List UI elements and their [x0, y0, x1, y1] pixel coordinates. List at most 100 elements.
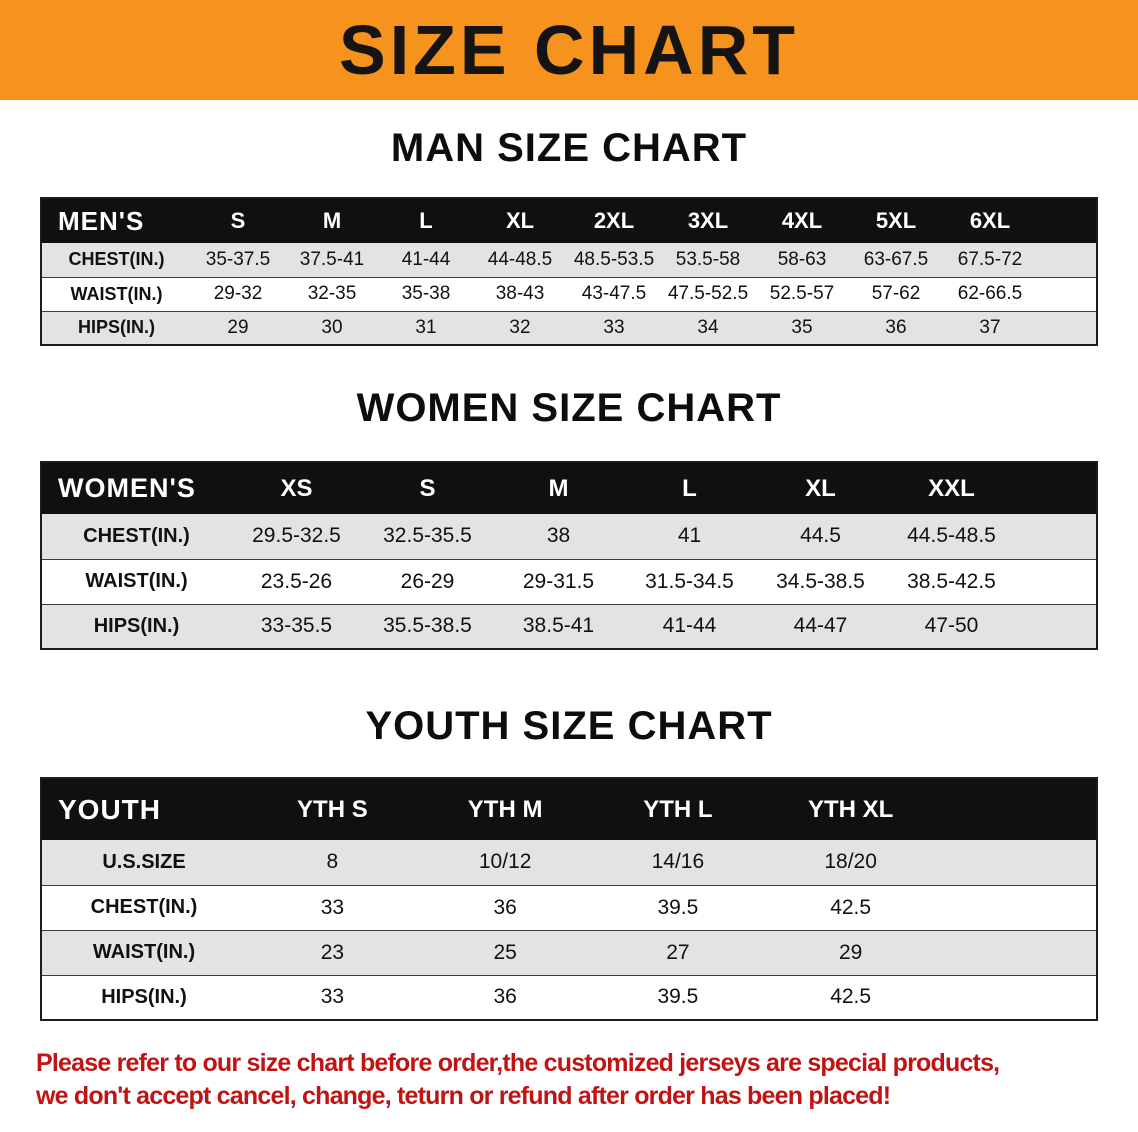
men-size-table: MEN'S S M L XL 2XL 3XL 4XL 5XL 6XL CHEST(IN.) 35-37…	[40, 197, 1098, 346]
column-header: 3XL	[661, 198, 755, 243]
size-value-cell: 14/16	[651, 850, 705, 874]
size-value-cell: 23.5-26	[260, 569, 333, 593]
table-row: WAIST(IN.) 29-32 32-35 35-38 38-43 43-47.5 47.…	[41, 277, 1097, 311]
size-value-cell: 58-63	[777, 248, 827, 270]
column-header: M	[285, 198, 379, 243]
size-value-cell: 32.5-35.5	[383, 524, 472, 548]
row-label: U.S.SIZE	[102, 850, 186, 873]
size-value-cell: 44.5-48.5	[907, 524, 996, 548]
size-value-cell: 44.5	[800, 524, 841, 548]
size-value-cell: 63-67.5	[863, 248, 929, 270]
size-value-cell: 18/20	[824, 850, 877, 874]
size-chart-banner: SIZE CHART	[0, 0, 1138, 100]
size-value-cell: 32	[509, 316, 531, 338]
row-spacer	[937, 885, 1097, 930]
row-label: CHEST(IN.)	[68, 249, 165, 270]
size-value-cell: 27	[666, 940, 690, 964]
table-row: CHEST(IN.) 35-37.5 37.5-41 41-44 44-48.5 48.5…	[41, 243, 1097, 277]
size-value-cell: 38.5-42.5	[907, 569, 996, 593]
size-value-cell: 37.5-41	[299, 248, 365, 270]
row-label: CHEST(IN.)	[90, 896, 198, 918]
table-row: HIPS(IN.) 33 36 39.5 42.5	[41, 975, 1097, 1020]
table-row: HIPS(IN.) 29 30 31 32 33 34 35 36 37	[41, 311, 1097, 345]
column-header: 4XL	[755, 198, 849, 243]
youth-size-table: YOUTH YTH S YTH M YTH L YTH XL U.S.SIZE 8 10/12…	[40, 777, 1098, 1021]
size-value-cell: 48.5-53.5	[573, 248, 655, 270]
row-spacer	[1017, 604, 1097, 649]
size-value-cell: 36	[493, 895, 517, 919]
header-spacer	[1017, 462, 1097, 514]
man-size-chart-section: MAN SIZE CHART MEN'S S M L XL 2XL 3XL 4XL 5XL 6XL…	[0, 126, 1138, 346]
size-value-cell: 25	[493, 940, 517, 964]
table-header-row: MEN'S S M L XL 2XL 3XL 4XL 5XL 6XL	[41, 198, 1097, 243]
row-spacer	[1037, 311, 1097, 345]
size-value-cell: 29-32	[213, 283, 263, 304]
row-label: HIPS(IN.)	[93, 614, 180, 637]
disclaimer-line-1: Please refer to our size chart before or…	[36, 1049, 1000, 1077]
column-header: S	[191, 198, 285, 243]
column-header: L	[624, 462, 755, 514]
table-row: U.S.SIZE 8 10/12 14/16 18/20	[41, 840, 1097, 885]
size-value-cell: 44-48.5	[487, 248, 553, 270]
size-value-cell: 39.5	[657, 985, 699, 1009]
column-header: 6XL	[943, 198, 1037, 243]
table-row: CHEST(IN.) 33 36 39.5 42.5	[41, 885, 1097, 930]
banner-title: SIZE CHART	[339, 11, 799, 89]
table-header-label: YOUTH	[41, 778, 246, 840]
size-value-cell: 43-47.5	[581, 283, 647, 304]
row-label: HIPS(IN.)	[77, 317, 155, 338]
man-size-chart-heading: MAN SIZE CHART	[390, 126, 748, 170]
row-spacer	[937, 930, 1097, 975]
disclaimer-text: Please refer to our size chart before or…	[0, 1047, 1138, 1112]
column-header: YTH L	[591, 778, 765, 840]
size-value-cell: 31.5-34.5	[645, 569, 734, 593]
size-value-cell: 47-50	[924, 614, 979, 638]
row-label: WAIST(IN.)	[92, 941, 196, 963]
row-spacer	[937, 975, 1097, 1020]
size-value-cell: 42.5	[830, 985, 872, 1009]
size-value-cell: 33-35.5	[260, 614, 333, 638]
column-header: YTH M	[418, 778, 592, 840]
row-label: WAIST(IN.)	[70, 283, 163, 304]
women-size-chart-section: WOMEN SIZE CHART WOMEN'S XS S M L XL XXL CHEST(…	[0, 386, 1138, 650]
row-spacer	[1017, 559, 1097, 604]
size-value-cell: 53.5-58	[675, 248, 741, 270]
table-header-row: WOMEN'S XS S M L XL XXL	[41, 462, 1097, 514]
column-header: XL	[755, 462, 886, 514]
row-label: CHEST(IN.)	[83, 524, 190, 547]
row-spacer	[937, 840, 1097, 885]
size-value-cell: 47.5-52.5	[667, 283, 749, 304]
youth-size-chart-section: YOUTH SIZE CHART YOUTH YTH S YTH M YTH L YTH…	[0, 704, 1138, 1021]
size-value-cell: 30	[321, 316, 343, 338]
column-header: YTH S	[246, 778, 419, 840]
column-header: XS	[231, 462, 362, 514]
column-header: M	[493, 462, 624, 514]
row-label: HIPS(IN.)	[101, 985, 187, 1008]
size-value-cell: 42.5	[830, 895, 872, 919]
column-header: XXL	[886, 462, 1017, 514]
size-value-cell: 38	[546, 524, 571, 548]
women-size-table: WOMEN'S XS S M L XL XXL CHEST(IN.) 29.5-32.5 32.5…	[40, 461, 1098, 650]
size-value-cell: 32-35	[307, 283, 357, 304]
size-value-cell: 35.5-38.5	[383, 614, 472, 638]
size-value-cell: 35	[791, 316, 813, 338]
size-value-cell: 35-38	[401, 283, 451, 304]
row-spacer	[1037, 277, 1097, 311]
size-value-cell: 8	[326, 850, 339, 874]
table-header-label: WOMEN'S	[41, 462, 231, 514]
size-value-cell: 36	[885, 316, 907, 338]
table-header-label: MEN'S	[41, 198, 191, 243]
column-header: 5XL	[849, 198, 943, 243]
size-value-cell: 38.5-41	[522, 614, 595, 638]
table-row: HIPS(IN.) 33-35.5 35.5-38.5 38.5-41 41-44 44-…	[41, 604, 1097, 649]
size-value-cell: 44-47	[793, 614, 848, 638]
size-value-cell: 37	[979, 316, 1001, 338]
size-value-cell: 34	[697, 316, 719, 338]
size-value-cell: 33	[320, 985, 345, 1009]
youth-size-chart-heading: YOUTH SIZE CHART	[365, 704, 773, 748]
size-value-cell: 29.5-32.5	[252, 524, 341, 548]
size-value-cell: 41	[677, 524, 702, 548]
size-value-cell: 26-29	[400, 569, 455, 593]
size-value-cell: 35-37.5	[205, 248, 271, 270]
header-spacer	[937, 778, 1097, 840]
